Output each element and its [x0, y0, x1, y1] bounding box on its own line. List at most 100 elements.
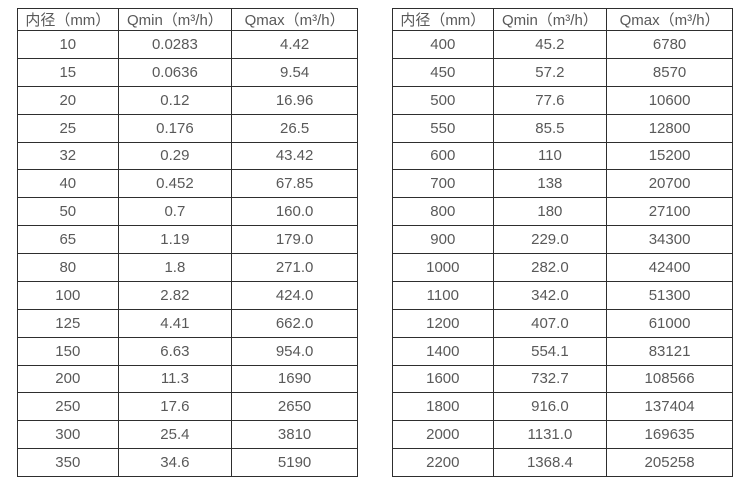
table-row: 32 0.29 43.42 [17, 141, 358, 171]
table-cell: 900 [392, 225, 494, 254]
table-row: 2000 1131.0 169635 [392, 420, 733, 450]
table-cell: 6.63 [117, 336, 233, 366]
table-header-row: 内径（mm） Qmin（m³/h） Qmax（m³/h） [392, 8, 733, 31]
table-row: 200 11.3 1690 [17, 364, 358, 394]
table-cell: 1100 [392, 280, 494, 310]
table-cell: 954.0 [231, 336, 358, 366]
table-row: 450 57.2 8570 [392, 57, 733, 87]
table-cell: 40 [17, 169, 119, 199]
table-row: 10 0.0283 4.42 [17, 30, 358, 59]
column-header-qmax: Qmax（m³/h） [231, 8, 358, 31]
table-cell: 1000 [392, 253, 494, 282]
table-cell: 407.0 [492, 308, 608, 338]
table-row: 550 85.5 12800 [392, 113, 733, 143]
table-row: 400 45.2 6780 [392, 30, 733, 59]
table-cell: 424.0 [231, 280, 358, 310]
table-row: 80 1.8 271.0 [17, 253, 358, 282]
table-row: 2200 1368.4 205258 [392, 448, 733, 477]
table-cell: 0.12 [117, 85, 233, 115]
table-cell: 32 [17, 141, 119, 171]
table-cell: 554.1 [492, 336, 608, 366]
table-cell: 200 [17, 364, 119, 394]
table-cell: 17.6 [117, 392, 233, 422]
table-row: 65 1.19 179.0 [17, 225, 358, 254]
table-cell: 160.0 [231, 197, 358, 227]
table-cell: 20700 [606, 169, 733, 199]
table-cell: 110 [492, 141, 608, 171]
table-row: 25 0.176 26.5 [17, 113, 358, 143]
table-cell: 1800 [392, 392, 494, 422]
table-cell: 27100 [606, 197, 733, 227]
table-cell: 550 [392, 113, 494, 143]
table-cell: 0.29 [117, 141, 233, 171]
table-cell: 600 [392, 141, 494, 171]
table-row: 1100 342.0 51300 [392, 280, 733, 310]
table-cell: 15 [17, 57, 119, 87]
table-cell: 77.6 [492, 85, 608, 115]
table-cell: 4.42 [231, 30, 358, 59]
table-cell: 25.4 [117, 420, 233, 450]
table-cell: 0.176 [117, 113, 233, 143]
table-cell: 61000 [606, 308, 733, 338]
table-cell: 100 [17, 280, 119, 310]
table-cell: 0.0636 [117, 57, 233, 87]
table-row: 40 0.452 67.85 [17, 169, 358, 199]
table-row: 350 34.6 5190 [17, 448, 358, 477]
table-row: 1000 282.0 42400 [392, 253, 733, 282]
table-cell: 6780 [606, 30, 733, 59]
table-row: 800 180 27100 [392, 197, 733, 227]
table-cell: 300 [17, 420, 119, 450]
table-cell: 125 [17, 308, 119, 338]
table-cell: 1600 [392, 364, 494, 394]
table-row: 150 6.63 954.0 [17, 336, 358, 366]
table-cell: 12800 [606, 113, 733, 143]
table-cell: 34.6 [117, 448, 233, 477]
flow-rate-table-large-diameters: 内径（mm） Qmin（m³/h） Qmax（m³/h） 400 45.2 6780… [392, 8, 733, 477]
table-cell: 150 [17, 336, 119, 366]
table-row: 600 110 15200 [392, 141, 733, 171]
table-row: 1600 732.7 108566 [392, 364, 733, 394]
table-cell: 732.7 [492, 364, 608, 394]
table-cell: 11.3 [117, 364, 233, 394]
table-cell: 1.19 [117, 225, 233, 254]
table-cell: 3810 [231, 420, 358, 450]
table-cell: 282.0 [492, 253, 608, 282]
table-cell: 16.96 [231, 85, 358, 115]
table-cell: 271.0 [231, 253, 358, 282]
table-cell: 43.42 [231, 141, 358, 171]
column-header-diameter: 内径（mm） [392, 8, 494, 31]
table-row: 15 0.0636 9.54 [17, 57, 358, 87]
table-cell: 20 [17, 85, 119, 115]
table-row: 500 77.6 10600 [392, 85, 733, 115]
table-cell: 25 [17, 113, 119, 143]
table-cell: 0.7 [117, 197, 233, 227]
table-row: 125 4.41 662.0 [17, 308, 358, 338]
table-row: 50 0.7 160.0 [17, 197, 358, 227]
table-cell: 180 [492, 197, 608, 227]
table-cell: 1.8 [117, 253, 233, 282]
table-cell: 26.5 [231, 113, 358, 143]
table-cell: 65 [17, 225, 119, 254]
table-cell: 9.54 [231, 57, 358, 87]
table-cell: 700 [392, 169, 494, 199]
table-cell: 500 [392, 85, 494, 115]
table-cell: 10600 [606, 85, 733, 115]
table-cell: 1131.0 [492, 420, 608, 450]
table-row: 1400 554.1 83121 [392, 336, 733, 366]
table-cell: 169635 [606, 420, 733, 450]
table-cell: 0.0283 [117, 30, 233, 59]
table-cell: 137404 [606, 392, 733, 422]
table-cell: 1690 [231, 364, 358, 394]
table-cell: 8570 [606, 57, 733, 87]
spec-table: 内径（mm） Qmin（m³/h） Qmax（m³/h） 400 45.2 6780… [392, 8, 733, 477]
column-header-qmin: Qmin（m³/h） [117, 8, 233, 31]
table-cell: 205258 [606, 448, 733, 477]
table-cell: 57.2 [492, 57, 608, 87]
table-row: 100 2.82 424.0 [17, 280, 358, 310]
table-cell: 342.0 [492, 280, 608, 310]
table-cell: 1200 [392, 308, 494, 338]
table-cell: 10 [17, 30, 119, 59]
table-cell: 662.0 [231, 308, 358, 338]
table-cell: 80 [17, 253, 119, 282]
table-cell: 916.0 [492, 392, 608, 422]
